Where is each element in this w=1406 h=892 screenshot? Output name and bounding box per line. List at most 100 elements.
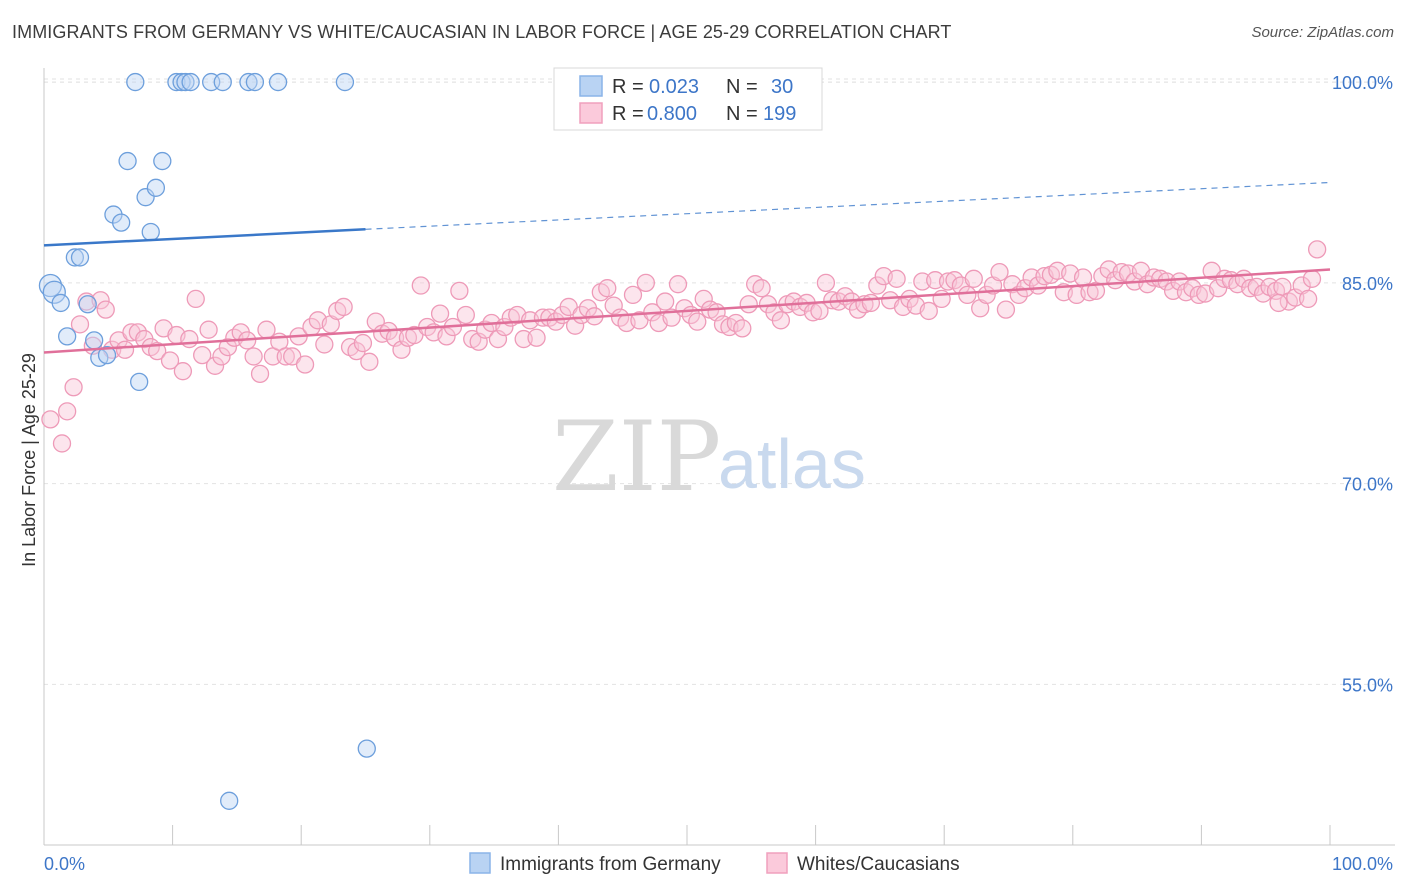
- pink-point-49: [360, 352, 379, 371]
- x-tick-labels: 0.0% 100.0%: [44, 854, 1393, 874]
- y-tick-label-2: 70.0%: [1342, 475, 1393, 495]
- pink-point-178: [1189, 285, 1208, 305]
- legend-r-value-pink: 0.800: [647, 103, 697, 125]
- pink-point-3: [64, 378, 83, 397]
- trend-lines: [43, 181, 1331, 354]
- pink-point-196: [1307, 240, 1327, 259]
- source-label: Source: ZipAtlas.com: [1251, 24, 1394, 41]
- pink-point-4: [70, 315, 90, 334]
- legend-n-label-blue: N =: [726, 76, 758, 98]
- blue-point-18: [153, 151, 172, 171]
- pink-point-27: [218, 337, 238, 357]
- pink-point-57: [411, 276, 430, 295]
- pink-point-21: [180, 329, 199, 349]
- pink-point-64: [456, 305, 475, 325]
- blue-point-13: [126, 72, 145, 92]
- blue-point-2: [51, 293, 70, 313]
- pink-point-33: [257, 320, 276, 339]
- bottom-legend-label-pink: Whites/Caucasians: [797, 854, 960, 875]
- watermark-zip: ZIP: [552, 401, 721, 513]
- bottom-legend: Immigrants from Germany Whites/Caucasian…: [469, 852, 960, 875]
- blue-point-22: [181, 72, 200, 92]
- blue-point-29: [335, 72, 355, 92]
- blue-point-24: [213, 72, 232, 92]
- pink-point-20: [173, 362, 193, 381]
- legend-n-value-blue: 30: [771, 76, 793, 98]
- blue-point-14: [130, 372, 149, 392]
- pink-point-0: [41, 410, 60, 429]
- y-axis-label: In Labor Force | Age 25-29: [19, 353, 39, 567]
- blue-point-17: [146, 178, 166, 197]
- pink-point-120: [816, 273, 836, 292]
- blue-point-6: [78, 295, 97, 314]
- blue-points: [38, 72, 376, 810]
- pink-point-32: [250, 364, 270, 384]
- pink-point-187: [1247, 277, 1266, 297]
- blue-point-30: [357, 739, 376, 758]
- legend-n-label-pink: N =: [726, 103, 758, 125]
- blue-point-28: [268, 72, 288, 92]
- pink-point-133: [900, 289, 919, 309]
- pink-point-26: [212, 347, 231, 366]
- blue-point-25: [220, 791, 239, 810]
- blue-point-11: [112, 213, 131, 232]
- pink-point-142: [958, 285, 977, 305]
- pink-point-36: [276, 347, 295, 366]
- pink-point-75: [527, 328, 546, 347]
- pink-point-113: [771, 311, 791, 330]
- pink-point-78: [546, 312, 565, 331]
- pink-point-23: [193, 345, 212, 365]
- blue-point-3: [57, 327, 77, 346]
- pink-point-25: [205, 356, 225, 375]
- blue-trend-dashed: [365, 181, 1331, 230]
- legend-r-label-pink: R =: [612, 103, 644, 125]
- pink-point-13: [128, 323, 148, 342]
- legend-box: R = 0.023 N = 30 R = 0.800 N = 199: [553, 67, 823, 131]
- pink-point-127: [861, 293, 881, 313]
- gridlines: [44, 78, 1395, 685]
- blue-point-0: [38, 273, 63, 298]
- blue-point-9: [97, 345, 117, 365]
- chart-title: IMMIGRANTS FROM GERMANY VS WHITE/CAUCASI…: [12, 22, 952, 42]
- pink-point-11: [115, 340, 135, 359]
- pink-point-42: [315, 335, 334, 354]
- pink-point-92: [636, 273, 655, 292]
- pink-point-24: [199, 320, 218, 339]
- pink-point-166: [1112, 262, 1131, 282]
- pink-point-86: [598, 279, 617, 298]
- pink-point-108: [739, 295, 758, 314]
- y-tick-label-1: 85.0%: [1342, 274, 1393, 294]
- x-tick-label-1: 100.0%: [1332, 854, 1393, 874]
- bottom-legend-swatch-blue: [469, 852, 491, 874]
- pink-point-16: [148, 341, 167, 361]
- blue-point-27: [245, 72, 265, 92]
- pink-point-195: [1298, 289, 1318, 309]
- pink-point-61: [437, 327, 456, 346]
- legend-swatch-pink: [579, 102, 603, 124]
- pink-point-101: [694, 289, 713, 309]
- blue-point-12: [118, 151, 137, 171]
- blue-point-16: [141, 222, 160, 242]
- blue-point-1: [42, 280, 66, 304]
- pink-point-97: [668, 275, 688, 294]
- pink-point-18: [160, 351, 180, 370]
- pink-point-60: [430, 304, 450, 323]
- pink-point-95: [655, 292, 675, 311]
- pink-point-161: [1080, 283, 1099, 302]
- pink-point-107: [733, 319, 752, 338]
- pink-point-198: [1269, 293, 1288, 313]
- watermark: ZIP atlas: [552, 401, 866, 513]
- pink-point-48: [353, 333, 373, 353]
- y-tick-label-0: 100.0%: [1332, 73, 1393, 93]
- y-tick-labels: 100.0% 85.0% 70.0% 55.0%: [1332, 73, 1393, 695]
- blue-point-7: [85, 331, 104, 350]
- pink-point-110: [752, 279, 771, 298]
- pink-point-131: [887, 269, 906, 288]
- legend-swatch-blue: [579, 75, 603, 97]
- legend-r-value-blue: 0.023: [649, 76, 699, 98]
- pink-point-136: [919, 301, 938, 321]
- pink-point-90: [623, 285, 643, 305]
- pink-point-63: [450, 281, 469, 301]
- pink-point-147: [990, 262, 1009, 282]
